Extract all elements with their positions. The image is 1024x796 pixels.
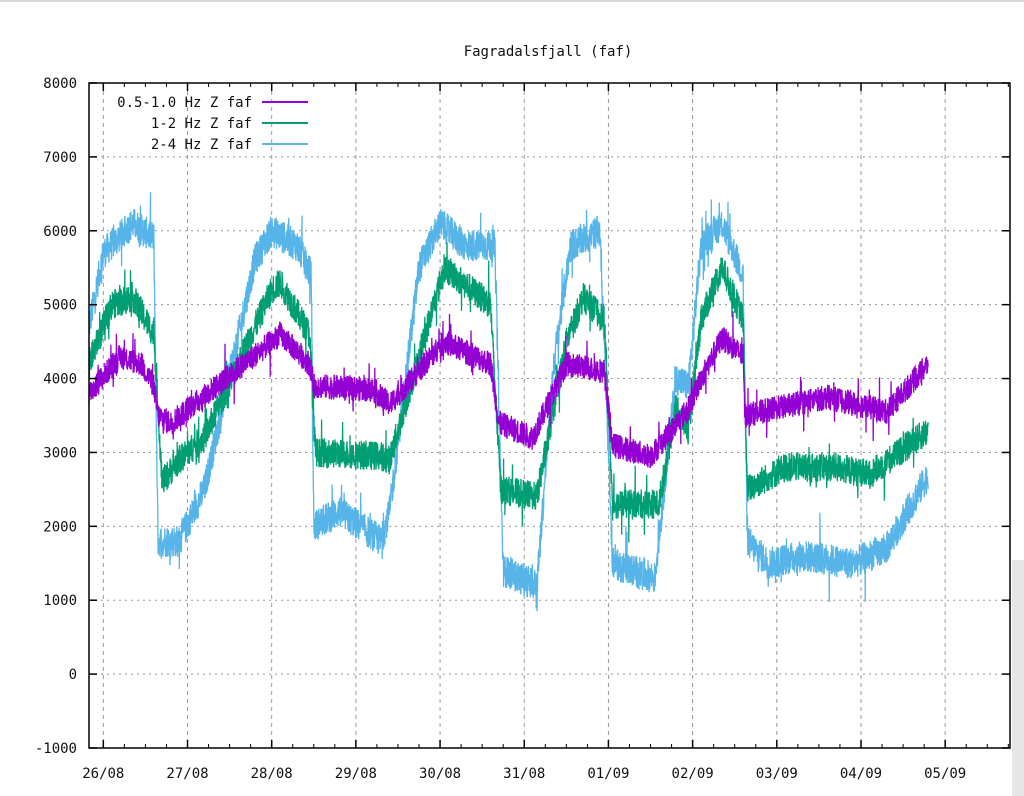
legend: 0.5-1.0 Hz Z faf 1-2 Hz Z faf 2-4 Hz Z faf xyxy=(117,95,308,153)
series-layer xyxy=(88,192,929,612)
x-tick-label: 05/09 xyxy=(924,766,966,782)
x-tick-label: 29/08 xyxy=(335,766,377,782)
x-tick-label: 31/08 xyxy=(503,766,545,782)
y-tick-label: 5000 xyxy=(43,298,77,314)
y-tick-label: 3000 xyxy=(43,445,77,461)
y-tick-label: 6000 xyxy=(43,224,77,240)
scrollbar[interactable] xyxy=(1012,560,1024,796)
axis-ticks: -1000 0 1000 2000 3000 4000 5000 6000 7000 8000 26… xyxy=(35,76,1010,782)
x-tick-label: 02/09 xyxy=(672,766,714,782)
x-tick-label: 04/09 xyxy=(840,766,882,782)
x-tick-label: 30/08 xyxy=(419,766,461,782)
plot-frame xyxy=(88,82,1011,749)
y-tick-label: 0 xyxy=(69,667,77,683)
series-line-0 xyxy=(88,311,929,469)
x-tick-label: 01/09 xyxy=(587,766,629,782)
x-tick-label: 03/09 xyxy=(756,766,798,782)
legend-label: 2-4 Hz Z faf xyxy=(151,137,252,153)
legend-label: 0.5-1.0 Hz Z faf xyxy=(117,95,252,111)
y-tick-label: 8000 xyxy=(43,76,77,92)
x-tick-label: 28/08 xyxy=(251,766,293,782)
y-tick-label: -1000 xyxy=(35,741,77,757)
x-tick-label: 26/08 xyxy=(82,766,124,782)
y-tick-label: 2000 xyxy=(43,519,77,535)
window-top-border xyxy=(0,0,1024,2)
y-tick-label: 4000 xyxy=(43,372,77,388)
grid xyxy=(89,83,1010,748)
legend-label: 1-2 Hz Z faf xyxy=(151,116,252,132)
chart-title: Fagradalsfjall (faf) xyxy=(464,44,633,60)
y-tick-label: 1000 xyxy=(43,593,77,609)
y-tick-label: 7000 xyxy=(43,150,77,166)
x-tick-label: 27/08 xyxy=(166,766,208,782)
